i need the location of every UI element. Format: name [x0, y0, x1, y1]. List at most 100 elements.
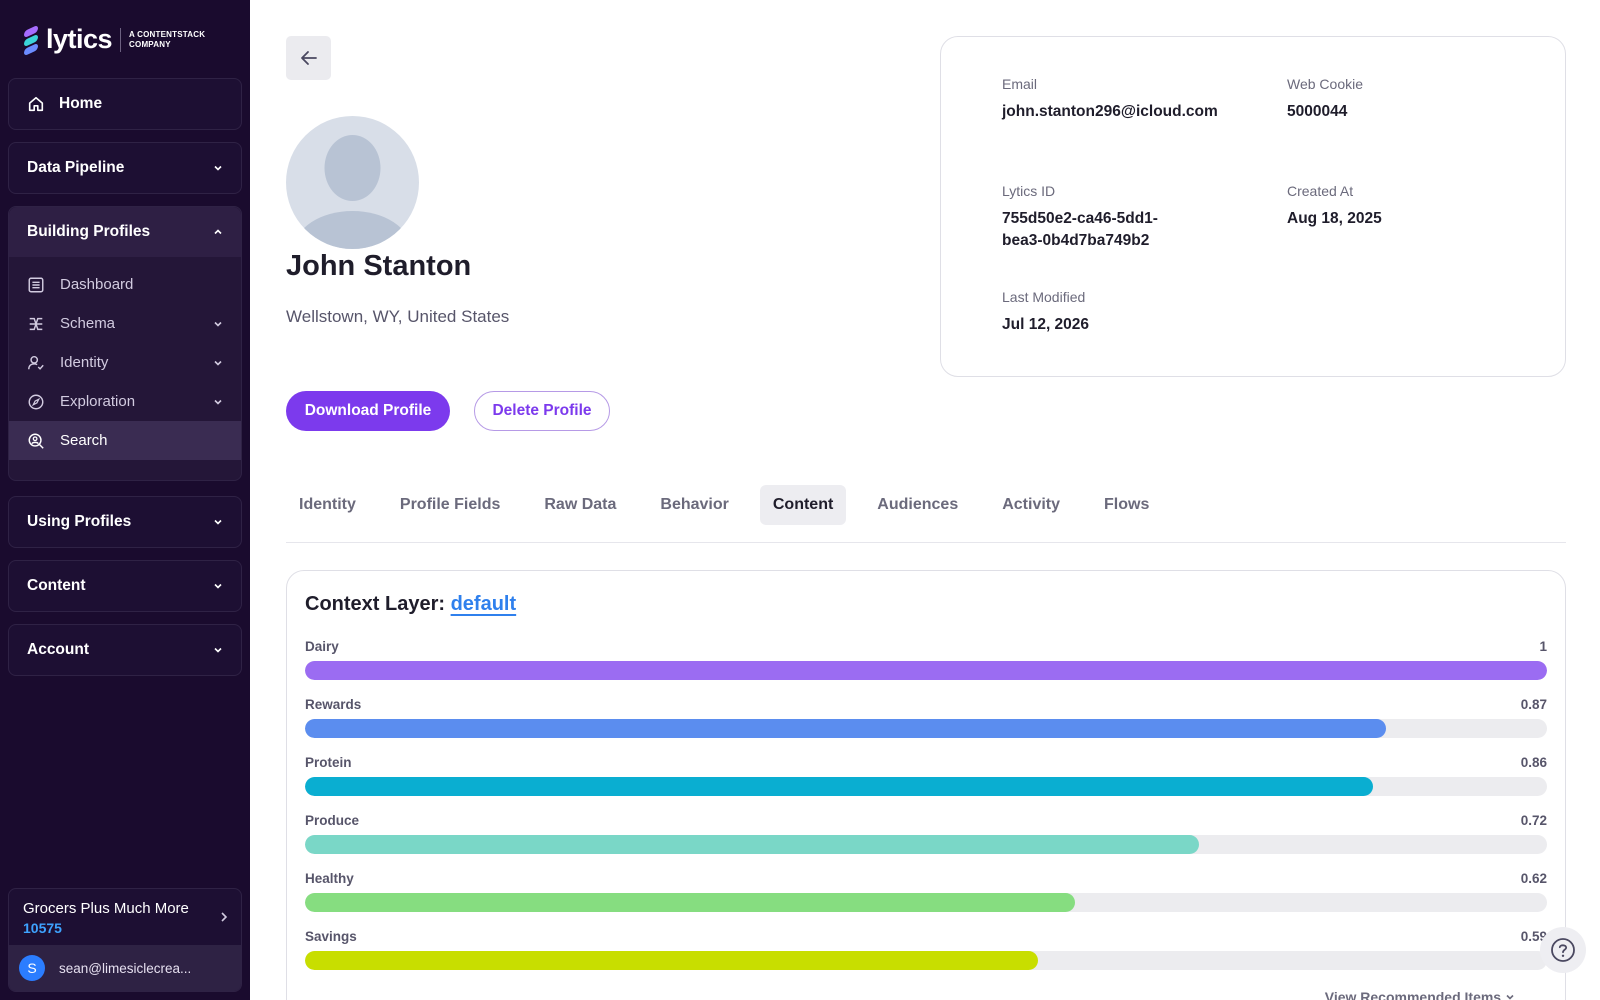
sidebar-item-search[interactable]: Search — [9, 421, 241, 460]
chevron-down-icon — [214, 165, 222, 171]
email-value: john.stanton296@icloud.com — [1002, 103, 1218, 120]
tab-behavior[interactable]: Behavior — [660, 496, 729, 513]
nav-home-button[interactable]: Home — [9, 79, 241, 129]
affinity-bar-value: 0.72 — [1520, 813, 1547, 828]
view-more-label: View Recommended Items — [1324, 989, 1502, 1000]
user-menu[interactable]: S sean@limesiclecrea... — [9, 945, 241, 991]
sidebar-item-identity[interactable]: Identity — [9, 343, 241, 382]
delete-profile-button[interactable]: Delete Profile — [474, 391, 610, 431]
chevron-down-icon — [214, 360, 222, 366]
user-avatar: S — [19, 955, 45, 981]
web-cookie-value: 5000044 — [1287, 103, 1348, 120]
sidebar-item-label: Exploration — [60, 393, 136, 410]
nav-section-account[interactable]: Account — [8, 624, 242, 676]
nav-section-label: Data Pipeline — [27, 159, 125, 176]
dashboard-icon — [28, 277, 44, 292]
download-profile-button[interactable]: Download Profile — [286, 391, 450, 431]
info-label: Last Modified — [1002, 289, 1086, 305]
profile-location: Wellstown, WY, United States — [286, 307, 510, 326]
affinity-bar-label: Savings — [305, 929, 357, 944]
affinity-bar-fill — [305, 951, 1038, 970]
affinity-bar-row: Savings 0.59 — [305, 929, 1547, 970]
sidebar-item-exploration[interactable]: Exploration — [9, 382, 241, 421]
affinity-bar-value: 0.87 — [1520, 697, 1547, 712]
chevron-down-icon — [214, 399, 222, 405]
info-email: Email john.stanton296@icloud.com — [1002, 76, 1222, 123]
help-button[interactable] — [1540, 927, 1586, 973]
context-layer-label: Context Layer: — [305, 593, 446, 615]
affinity-bar-label: Dairy — [305, 639, 339, 654]
nav-building-profiles-toggle[interactable]: Building Profiles — [9, 207, 241, 257]
affinity-bar-value: 0.86 — [1520, 755, 1547, 770]
nav-content-toggle[interactable]: Content — [9, 561, 241, 611]
affinity-bar-value: 1 — [1539, 639, 1547, 654]
tab-content[interactable]: Content — [759, 485, 847, 525]
nav-account-toggle[interactable]: Account — [9, 625, 241, 675]
account-selector[interactable]: Grocers Plus Much More 10575 — [9, 889, 241, 945]
lytics-id-value: 755d50e2-ca46-5dd1-bea3-0b4d7ba749b2 — [1002, 210, 1158, 249]
tab-raw-data[interactable]: Raw Data — [544, 496, 617, 513]
content-affinity-card: Context Layer: default Dairy 1 Rewards 0.87… — [286, 570, 1566, 1000]
affinity-bar-label: Healthy — [305, 871, 354, 886]
tab-activity[interactable]: Activity — [1002, 496, 1061, 513]
nav-data-pipeline-toggle[interactable]: Data Pipeline — [9, 143, 241, 193]
tab-flows[interactable]: Flows — [1104, 496, 1150, 513]
affinity-bar-row: Protein 0.86 — [305, 755, 1547, 796]
affinity-bar-row: Produce 0.72 — [305, 813, 1547, 854]
tab-identity[interactable]: Identity — [299, 496, 356, 513]
sidebar-item-dashboard[interactable]: Dashboard — [9, 265, 241, 304]
affinity-bar-track — [305, 835, 1547, 854]
affinity-bar-track — [305, 719, 1547, 738]
affinity-bar-fill — [305, 719, 1386, 738]
info-label: Created At — [1287, 183, 1354, 199]
nav-section-label: Account — [27, 641, 89, 658]
tab-audiences[interactable]: Audiences — [877, 496, 959, 513]
info-label: Lytics ID — [1002, 183, 1056, 199]
profile-tabs: Identity Profile Fields Raw Data Behavio… — [286, 485, 1566, 543]
view-recommended-items-link[interactable]: View Recommended Items — [1325, 989, 1515, 1000]
chevron-down-icon — [1506, 994, 1514, 1000]
last-modified-value: Jul 12, 2026 — [1002, 316, 1090, 333]
chevron-up-icon — [214, 229, 222, 235]
home-icon — [28, 96, 44, 112]
back-button[interactable] — [286, 36, 331, 80]
affinity-bar-label: Protein — [305, 755, 352, 770]
help-icon — [1551, 938, 1575, 962]
affinity-bar-fill — [305, 835, 1200, 854]
nav-using-profiles-toggle[interactable]: Using Profiles — [9, 497, 241, 547]
schema-icon — [29, 317, 43, 330]
affinity-bar-track — [305, 777, 1547, 796]
chevron-down-icon — [214, 519, 222, 525]
affinity-bar-label: Produce — [305, 813, 360, 828]
chevron-down-icon — [214, 583, 222, 589]
nav-section-data-pipeline[interactable]: Data Pipeline — [8, 142, 242, 194]
affinity-bar-row: Healthy 0.62 — [305, 871, 1547, 912]
info-last-modified: Last Modified Jul 12, 2026 — [1002, 289, 1222, 336]
chevron-down-icon — [214, 321, 222, 327]
lytics-logo[interactable]: lytics A CONTENTSTACK COMPANY — [22, 24, 205, 56]
chevron-down-icon — [214, 647, 222, 653]
person-placeholder-icon — [294, 135, 411, 249]
sidebar-item-schema[interactable]: Schema — [9, 304, 241, 343]
tagline-line-1: A CONTENTSTACK — [129, 29, 206, 39]
tab-profile-fields[interactable]: Profile Fields — [399, 496, 501, 513]
info-label: Email — [1002, 76, 1038, 92]
user-check-icon — [28, 355, 44, 370]
affinity-bar-label: Rewards — [305, 697, 362, 712]
info-created-at: Created At Aug 18, 2025 — [1287, 183, 1507, 230]
info-lytics-id: Lytics ID 755d50e2-ca46-5dd1-bea3-0b4d7b… — [1002, 183, 1192, 252]
arrow-left-icon — [300, 51, 317, 65]
info-label: Web Cookie — [1287, 76, 1364, 92]
nav-section-content[interactable]: Content — [8, 560, 242, 612]
logo-tagline: A CONTENTSTACK COMPANY — [129, 30, 205, 50]
affinity-bar-fill — [305, 777, 1374, 796]
logo-divider — [120, 27, 122, 52]
account-switcher: Grocers Plus Much More 10575 S sean@lime… — [8, 888, 242, 992]
nav-home[interactable]: Home — [8, 78, 242, 130]
sidebar-item-label: Search — [60, 432, 108, 449]
nav-section-using-profiles[interactable]: Using Profiles — [8, 496, 242, 548]
nav-section-label: Using Profiles — [27, 513, 132, 530]
context-layer-link[interactable]: default — [450, 593, 517, 615]
sidebar-item-label: Dashboard — [60, 276, 134, 293]
profile-avatar — [286, 116, 419, 249]
